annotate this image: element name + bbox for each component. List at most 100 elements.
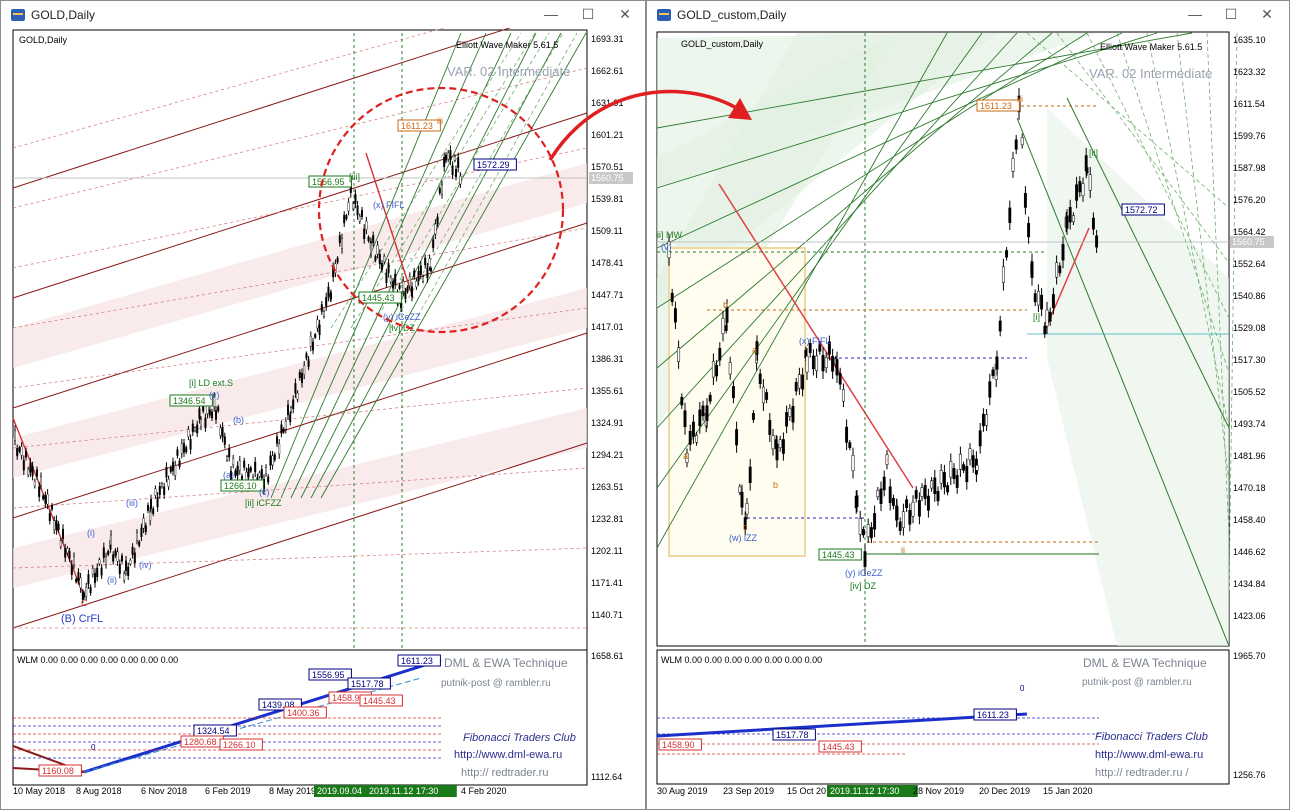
candle-body	[196, 424, 199, 434]
price-box: 1556.95	[312, 177, 345, 187]
candle-body	[1005, 250, 1009, 258]
price-box-box	[358, 291, 402, 304]
candle-body	[406, 286, 409, 292]
pitchfork-line	[656, 32, 1088, 309]
candle-body	[955, 475, 959, 488]
left-chart-canvas[interactable]: 1693.31 1662.61 1631.91 1601.21 1570.51 1539.…	[1, 28, 645, 809]
candle-body	[66, 548, 69, 554]
right-window-title: GOLD_custom,Daily	[677, 7, 787, 22]
candle-body	[280, 424, 283, 434]
candle-body	[82, 592, 85, 598]
price-box: 1572.72	[1125, 205, 1158, 215]
candle-body	[811, 355, 815, 370]
wave-label: [iv] DZ	[850, 581, 877, 591]
candle-body	[735, 429, 739, 446]
price-tick: 1470.18	[1233, 483, 1266, 493]
wave-label: (iii)	[126, 498, 138, 508]
wave-label: (y) iCeZZ	[845, 568, 883, 578]
candle-body	[978, 430, 982, 447]
wave-line	[365, 152, 414, 299]
candle-body	[260, 469, 263, 479]
price-tick: 1458.40	[1233, 515, 1266, 525]
candle-body	[946, 485, 950, 493]
close-button[interactable]: ✕	[1261, 6, 1273, 22]
channel-line	[12, 332, 588, 519]
price-box-box	[220, 479, 264, 492]
ewm-label: Elliott Wave Maker 5.61.5	[456, 40, 558, 50]
channel-band	[13, 408, 587, 588]
current-price: 1560.75	[591, 173, 624, 183]
candle-body	[305, 353, 308, 359]
maximize-button[interactable]: ☐	[581, 6, 595, 22]
candle-body	[745, 503, 749, 515]
candle-body	[51, 504, 54, 510]
candle-body	[728, 362, 732, 375]
right-chart-canvas[interactable]: 1635.10 1623.32 1611.54 1599.76 1587.98 1576.…	[647, 28, 1289, 809]
candle-body	[424, 257, 427, 266]
sub-box: 1400.36	[287, 708, 320, 718]
candle-body	[908, 510, 912, 525]
candle-body	[1027, 223, 1031, 238]
candle-body	[1036, 290, 1040, 306]
candle-body	[949, 461, 953, 478]
wave-label: (b)	[233, 415, 244, 425]
candle-body	[118, 563, 121, 574]
close-button[interactable]: ✕	[619, 6, 631, 22]
candle-body	[176, 449, 179, 456]
wave-label: [i] LD ext.S	[189, 378, 233, 388]
candle-body	[374, 256, 377, 261]
wave-label: (x) FIFL	[799, 336, 831, 346]
left-titlebar[interactable]: GOLD,Daily — ☐ ✕	[1, 1, 645, 28]
wave-label: (c)	[259, 487, 270, 497]
candle-body	[755, 341, 759, 355]
wave-label: (i)	[87, 528, 95, 538]
right-chart-window[interactable]: GOLD_custom,Daily — ☐ ✕ 1635.10 1623.32 16…	[646, 0, 1290, 810]
candle-body	[933, 477, 937, 495]
candle-body	[124, 560, 127, 571]
wave-label: b	[773, 480, 778, 490]
candle-body	[1068, 206, 1072, 223]
price-tick: 1232.81	[591, 514, 624, 524]
candle-body	[995, 356, 999, 370]
minimize-button[interactable]: —	[544, 6, 558, 22]
candle-body	[278, 443, 281, 455]
right-titlebar[interactable]: GOLD_custom,Daily — ☐ ✕	[647, 1, 1289, 28]
candle-body	[158, 486, 161, 495]
candle-body	[449, 150, 452, 161]
price-box: 1611.23	[401, 121, 433, 131]
candle-body	[447, 152, 450, 160]
candle-body	[827, 341, 831, 355]
price-box-box	[818, 548, 862, 561]
candle-body	[198, 408, 201, 419]
candle-body	[70, 564, 73, 576]
price-tick: 1446.62	[1233, 547, 1266, 557]
pitchfork-line	[656, 32, 1123, 249]
candle-body	[290, 407, 293, 413]
candle-body	[62, 528, 65, 539]
minimize-button[interactable]: —	[1188, 6, 1202, 22]
price-tick: 1564.42	[1233, 227, 1266, 237]
pitchfork-line	[656, 32, 983, 489]
date-highlight	[366, 785, 457, 797]
pitchfork-line	[290, 32, 512, 499]
candle-body	[228, 448, 231, 458]
wave-label: (v)	[661, 242, 672, 252]
candle-body	[254, 461, 257, 473]
candle-body	[44, 495, 47, 504]
price-tick: 1263.51	[591, 482, 624, 492]
candle-body	[791, 406, 795, 423]
candle-body	[936, 490, 940, 502]
left-chart-window[interactable]: GOLD,Daily — ☐ ✕ 1693.31 1662.61 1631.91 16…	[0, 0, 646, 810]
candle-body	[673, 308, 677, 323]
candle-body	[815, 355, 819, 371]
pitchfork-line	[370, 32, 550, 329]
pitchfork-line	[1176, 32, 1230, 484]
fan-line	[12, 67, 588, 209]
channel-line	[12, 222, 588, 409]
candle-body	[133, 552, 136, 563]
price-tick: 1540.86	[1233, 291, 1266, 301]
sub-box: 1517.78	[351, 679, 384, 689]
candle-body	[208, 409, 211, 416]
maximize-button[interactable]: ☐	[1224, 6, 1238, 22]
candle-body	[385, 273, 388, 284]
